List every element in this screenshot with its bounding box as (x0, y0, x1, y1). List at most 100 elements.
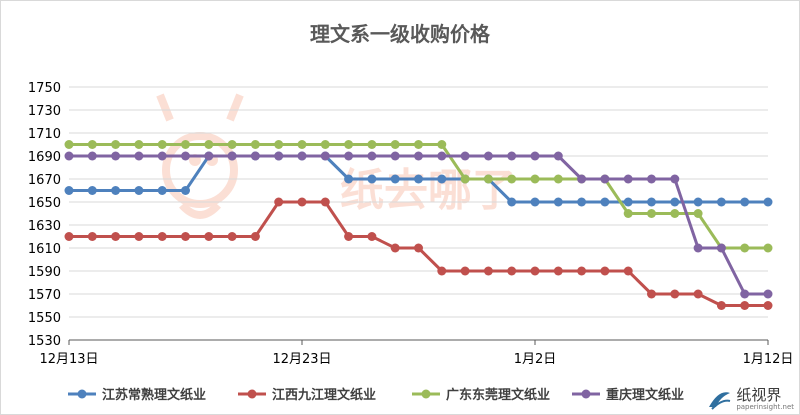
logo-url: paperinsight.net (736, 403, 794, 411)
data-point (297, 140, 307, 149)
data-point (483, 266, 493, 276)
data-point (437, 151, 447, 161)
data-point (623, 209, 633, 218)
y-tick-label: 1750 (28, 81, 61, 96)
legend: 江苏常熟理文纸业 江西九江理文纸业 广东东莞理文纸业 重庆理文纸业 (68, 387, 684, 403)
data-point (320, 197, 330, 207)
data-point (647, 289, 656, 299)
data-point (577, 266, 587, 276)
data-point (204, 232, 214, 241)
data-point (87, 151, 97, 161)
data-point (204, 151, 214, 161)
legend-swatch-marker (247, 389, 257, 399)
legend-item: 江苏常熟理文纸业 (68, 387, 206, 403)
data-point (623, 174, 633, 184)
x-tick-label: 1月12日 (743, 352, 794, 367)
data-point (157, 140, 167, 149)
series-4 (64, 151, 773, 299)
data-point (250, 140, 260, 149)
data-point (111, 151, 121, 161)
chart-title: 理文系一级收购价格 (310, 22, 490, 46)
data-point (344, 140, 354, 149)
data-point (763, 289, 773, 299)
data-point (693, 197, 703, 207)
data-point (64, 232, 74, 241)
data-point (670, 197, 680, 207)
data-point (530, 174, 540, 184)
data-point (87, 140, 97, 149)
data-point (320, 151, 330, 161)
data-point (437, 140, 447, 149)
data-point (740, 243, 750, 253)
data-point (344, 232, 354, 241)
data-point (157, 186, 167, 195)
legend-swatch-marker (581, 389, 591, 399)
data-point (87, 186, 97, 195)
data-point (390, 151, 400, 161)
data-point (647, 209, 656, 218)
series-2 (64, 197, 773, 310)
y-tick-label: 1650 (28, 196, 61, 211)
data-point (297, 197, 307, 207)
y-tick-label: 1630 (28, 219, 61, 234)
data-point (460, 266, 470, 276)
data-point (623, 266, 633, 276)
data-point (181, 232, 190, 241)
data-point (693, 243, 703, 253)
data-point (647, 174, 656, 184)
data-point (64, 140, 74, 149)
data-point (111, 186, 121, 195)
y-tick-label: 1570 (28, 288, 61, 303)
data-point (414, 140, 423, 149)
data-point (530, 151, 540, 161)
legend-label: 江苏常熟理文纸业 (102, 387, 206, 403)
data-point (181, 151, 190, 161)
data-point (134, 232, 144, 241)
y-tick-label: 1590 (28, 265, 61, 280)
y-tick-label: 1530 (28, 334, 61, 349)
y-tick-label: 1670 (28, 173, 61, 188)
data-point (693, 289, 703, 299)
legend-swatch-marker (421, 389, 431, 399)
data-point (647, 197, 656, 207)
data-point (670, 209, 680, 218)
logo-name: 纸视界 (736, 386, 782, 404)
legend-label: 江西九江理文纸业 (272, 387, 376, 403)
data-point (483, 151, 493, 161)
data-point (157, 151, 167, 161)
legend-swatch-marker (77, 389, 87, 399)
legend-label: 重庆理文纸业 (606, 387, 684, 403)
data-point (670, 289, 680, 299)
data-point (716, 243, 726, 253)
data-point (111, 140, 121, 149)
data-point (437, 174, 447, 184)
data-point (64, 151, 74, 161)
series-layer (64, 140, 773, 310)
data-point (530, 266, 540, 276)
data-point (344, 174, 354, 184)
data-point (414, 243, 423, 253)
data-point (437, 266, 447, 276)
data-point (763, 197, 773, 207)
data-point (367, 174, 377, 184)
data-point (274, 140, 284, 149)
series-line (69, 200, 768, 307)
data-point (367, 232, 377, 241)
legend-item: 重庆理文纸业 (572, 387, 684, 403)
data-point (740, 301, 750, 310)
data-point (600, 197, 610, 207)
data-point (460, 151, 470, 161)
data-point (134, 186, 144, 195)
data-point (204, 140, 214, 149)
data-point (390, 140, 400, 149)
data-point (414, 174, 423, 184)
data-point (274, 197, 284, 207)
data-point (716, 301, 726, 310)
data-point (134, 151, 144, 161)
data-point (553, 197, 563, 207)
y-tick-label: 1710 (28, 127, 61, 142)
watermark-text: 纸去哪了 (340, 165, 516, 216)
x-tick-label: 12月13日 (39, 352, 98, 367)
data-point (553, 174, 563, 184)
